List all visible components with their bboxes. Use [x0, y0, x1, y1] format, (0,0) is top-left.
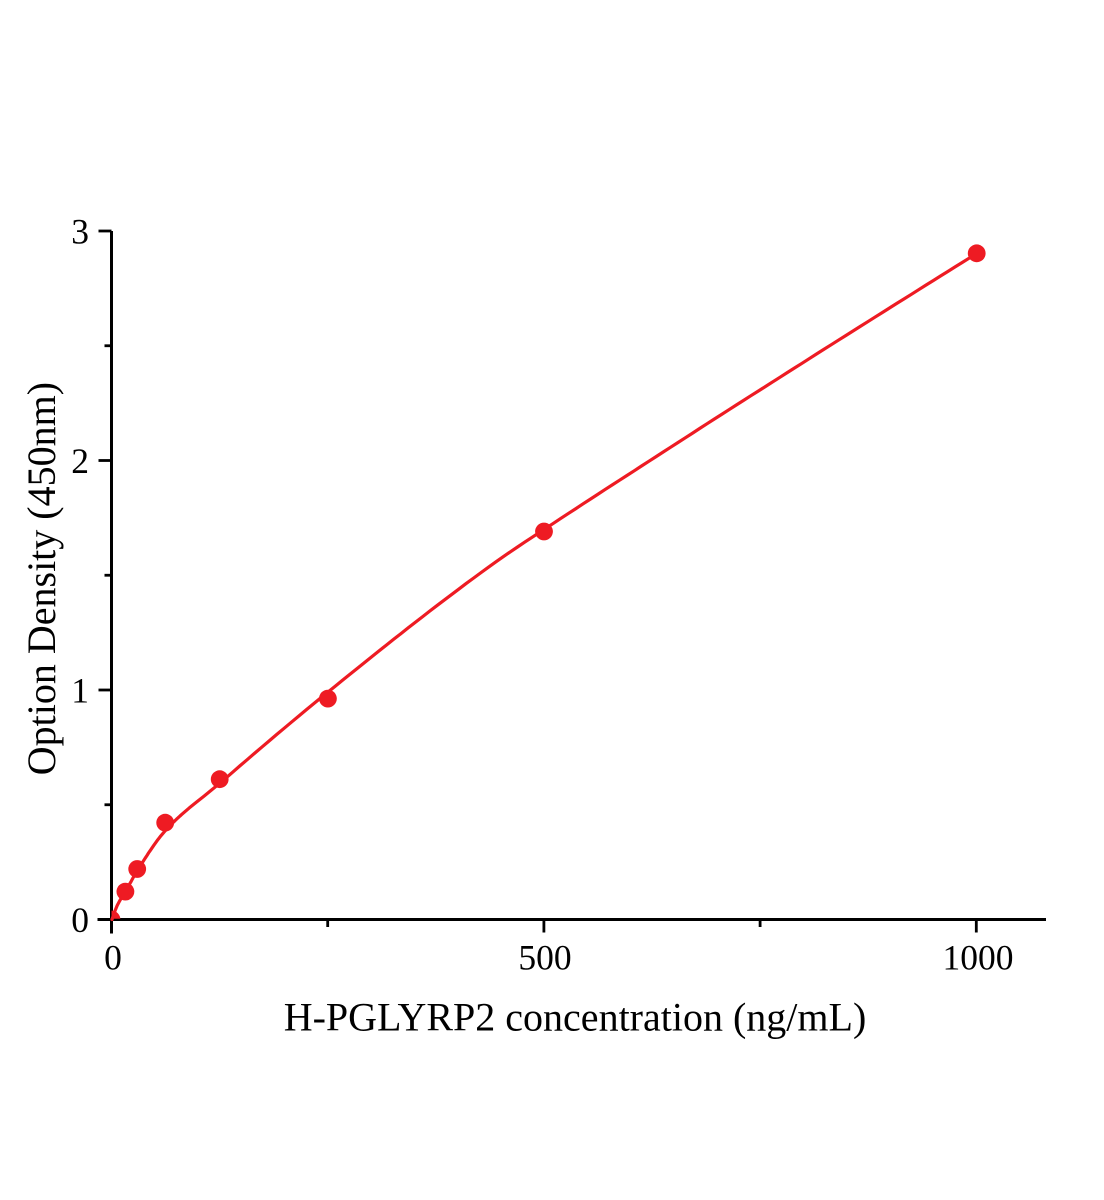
svg-text:1: 1: [71, 670, 89, 710]
svg-text:1000: 1000: [943, 937, 1014, 977]
svg-text:0: 0: [71, 900, 89, 940]
svg-text:500: 500: [518, 937, 571, 977]
svg-text:0: 0: [104, 937, 122, 977]
svg-text:2: 2: [71, 441, 89, 481]
svg-text:H-PGLYRP2 concentration (ng/mL: H-PGLYRP2 concentration (ng/mL): [284, 995, 867, 1040]
svg-text:3: 3: [71, 211, 89, 251]
svg-text:Option Density (450nm): Option Density (450nm): [19, 382, 64, 775]
